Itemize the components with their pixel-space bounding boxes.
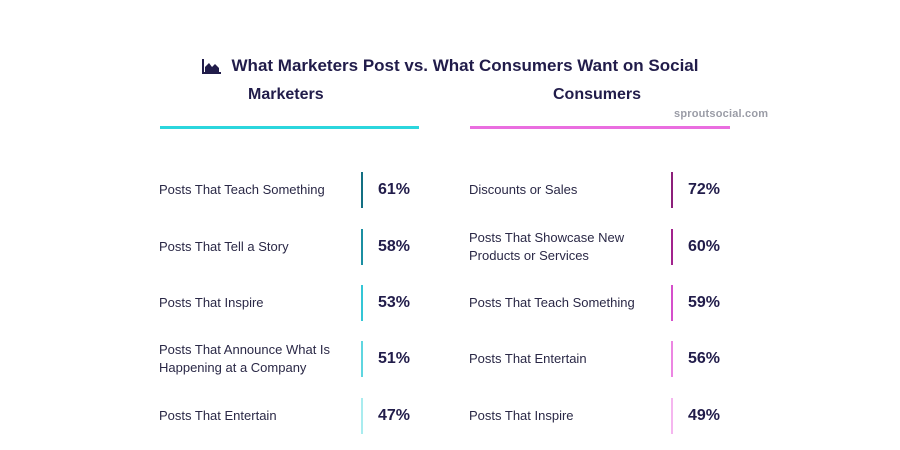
marketers-row-value: 51% (378, 350, 411, 367)
consumers-row-label: Posts That Teach Something (469, 295, 635, 310)
consumers-row-bar (671, 229, 673, 265)
area-chart-icon (201, 59, 221, 74)
marketers-row-bar (361, 172, 363, 208)
consumers-row-label: Posts That Inspire (469, 408, 574, 423)
consumers-row-bar (671, 285, 673, 321)
chart-title-text: What Marketers Post vs. What Consumers W… (231, 56, 699, 75)
consumers-row-value: 60% (688, 238, 721, 255)
marketers-row-bar (361, 398, 363, 434)
consumers-row-value: 72% (688, 181, 721, 198)
consumers-divider (470, 126, 730, 129)
watermark: sproutsocial.com (674, 108, 769, 120)
marketers-row-label: Posts That Teach Something (159, 182, 325, 197)
marketers-row-label: Posts That Tell a Story (159, 239, 289, 254)
consumers-row-bar (671, 341, 673, 377)
marketers-row-label: Posts That Announce What Is Happening at… (159, 342, 331, 375)
consumers-row-value: 56% (688, 350, 721, 367)
consumers-row-value: 59% (688, 294, 721, 311)
marketers-row-bar (361, 285, 363, 321)
marketers-row-value: 53% (378, 294, 411, 311)
consumers-row-label: Posts That Entertain (469, 351, 587, 366)
marketers-row-value: 61% (378, 181, 411, 198)
consumers-row-label: Discounts or Sales (469, 182, 578, 197)
consumers-row-bar (671, 172, 673, 208)
marketers-divider (160, 126, 419, 129)
marketers-row-value: 47% (378, 407, 411, 424)
chart-title: What Marketers Post vs. What Consumers W… (0, 56, 900, 76)
consumers-row-value: 49% (688, 407, 721, 424)
marketers-row-label: Posts That Entertain (159, 408, 277, 423)
marketers-row-value: 58% (378, 238, 411, 255)
consumers-header: Consumers (553, 86, 642, 103)
consumers-row-bar (671, 398, 673, 434)
consumers-row-label: Posts That Showcase New Products or Serv… (469, 230, 625, 263)
marketers-row-bar (361, 229, 363, 265)
marketers-row-bar (361, 341, 363, 377)
marketers-header: Marketers (248, 86, 324, 103)
marketers-row-label: Posts That Inspire (159, 295, 264, 310)
